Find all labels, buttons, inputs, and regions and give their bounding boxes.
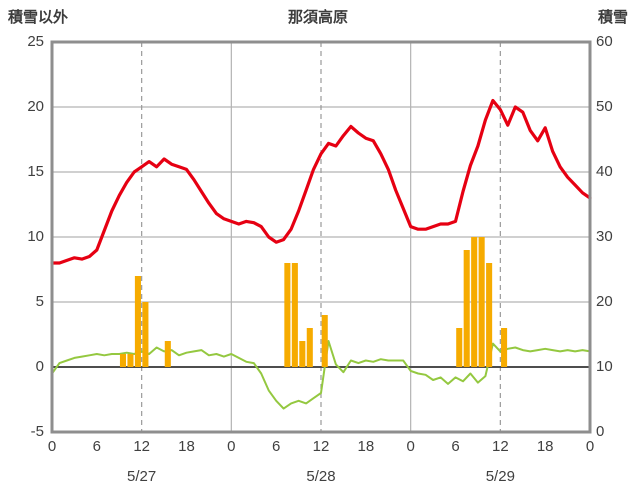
orange-bars-bar xyxy=(321,315,328,367)
chart-title: 那須高原 xyxy=(287,9,348,26)
orange-bars-bar xyxy=(463,250,470,367)
orange-bars-bar xyxy=(306,328,313,367)
orange-bars-bar xyxy=(456,328,463,367)
left-axis-title: 積雪以外 xyxy=(8,9,69,26)
orange-bars-bar xyxy=(486,263,493,367)
orange-bars-bar xyxy=(119,354,127,367)
orange-bars-bar xyxy=(291,263,298,367)
orange-bars-bar xyxy=(299,341,306,367)
plot-border xyxy=(50,40,592,434)
right-axis-title: 積雪 xyxy=(597,9,628,26)
orange-bars-bar xyxy=(284,263,291,367)
orange-bars-bar xyxy=(164,341,171,367)
orange-bars-bar xyxy=(142,302,149,367)
orange-bars-bar xyxy=(471,237,478,367)
orange-bars-bar xyxy=(134,276,141,367)
orange-bars-bar xyxy=(127,354,134,367)
orange-bars-bar xyxy=(478,237,485,367)
red-line xyxy=(50,98,592,265)
green-line xyxy=(51,340,591,410)
orange-bars-bar xyxy=(501,328,508,367)
